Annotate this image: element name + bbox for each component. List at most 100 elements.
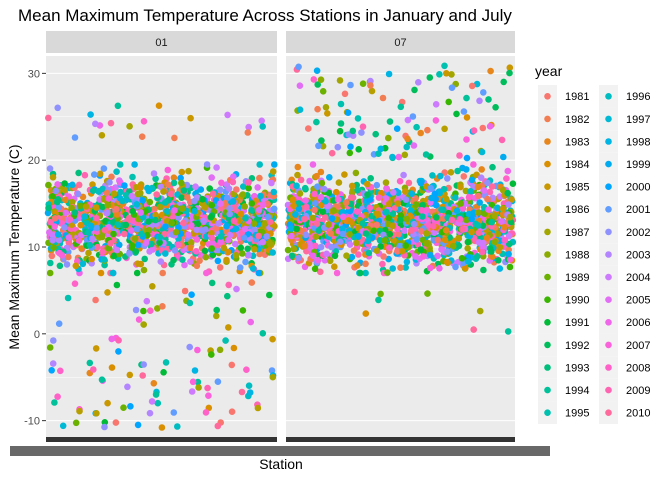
data-point	[463, 216, 470, 224]
data-point	[364, 180, 371, 188]
x-tick-marks-01	[46, 437, 277, 442]
data-point	[128, 242, 136, 249]
data-point	[171, 207, 178, 214]
data-point	[215, 220, 222, 227]
data-point	[401, 227, 408, 234]
data-point	[121, 230, 128, 238]
data-point	[389, 210, 397, 217]
data-point	[443, 70, 450, 77]
data-point	[92, 296, 99, 304]
data-point	[127, 403, 134, 410]
data-point	[186, 343, 193, 351]
data-point	[441, 125, 448, 133]
data-point	[134, 190, 142, 198]
data-point	[208, 202, 216, 209]
data-point	[391, 204, 399, 212]
data-point	[101, 419, 109, 426]
data-point	[418, 207, 425, 214]
data-point	[403, 143, 411, 151]
data-point	[375, 150, 382, 157]
data-point	[114, 221, 122, 228]
data-point	[244, 129, 252, 136]
data-point	[257, 192, 264, 200]
legend-label: 2000	[626, 182, 650, 194]
data-point	[251, 246, 258, 253]
data-point	[453, 110, 460, 118]
data-point	[463, 136, 470, 143]
data-point	[232, 240, 239, 248]
data-point	[86, 241, 94, 249]
data-point	[170, 256, 177, 264]
data-point	[69, 181, 76, 189]
data-point	[488, 201, 496, 209]
data-point	[189, 378, 197, 386]
data-point	[180, 219, 187, 227]
data-point	[93, 410, 100, 417]
data-point	[412, 253, 419, 260]
data-point	[131, 161, 138, 168]
data-point	[402, 242, 410, 249]
data-point	[499, 205, 507, 213]
data-point	[199, 227, 206, 234]
data-point	[138, 133, 146, 140]
data-point	[104, 209, 111, 217]
data-point	[362, 260, 369, 268]
data-point	[343, 252, 350, 259]
data-point	[318, 137, 325, 144]
data-point	[52, 187, 60, 195]
data-point	[155, 102, 163, 109]
data-point	[505, 232, 513, 240]
data-point	[244, 245, 251, 253]
data-point	[268, 179, 275, 187]
legend-key-swatch	[544, 228, 551, 236]
data-point	[355, 146, 363, 153]
data-point	[309, 214, 317, 222]
data-point	[140, 361, 147, 368]
data-point	[311, 265, 319, 273]
data-point	[162, 359, 170, 366]
data-point	[226, 205, 233, 212]
data-point	[75, 169, 82, 177]
data-point	[402, 196, 410, 203]
data-point	[56, 262, 64, 270]
data-point	[487, 67, 494, 75]
data-point	[405, 179, 413, 187]
data-point	[488, 183, 496, 190]
data-point	[348, 253, 356, 261]
data-point	[382, 179, 390, 186]
data-point	[452, 194, 459, 201]
data-point	[445, 98, 453, 106]
data-point	[432, 201, 440, 209]
data-point	[453, 207, 461, 214]
data-point	[195, 384, 202, 391]
data-point	[472, 220, 480, 228]
data-point	[216, 264, 224, 271]
legend-label: 2003	[626, 249, 650, 261]
data-point	[193, 236, 201, 243]
data-point	[322, 214, 329, 221]
data-point	[71, 134, 79, 141]
data-point	[367, 175, 375, 182]
data-point	[311, 200, 319, 207]
data-point	[423, 240, 430, 247]
data-point	[408, 190, 416, 197]
data-point	[133, 269, 141, 277]
data-point	[319, 208, 327, 216]
data-point	[191, 367, 199, 374]
data-point	[455, 242, 463, 250]
data-point	[326, 174, 333, 181]
data-point	[49, 193, 56, 200]
data-point	[410, 142, 418, 149]
data-point	[474, 183, 482, 191]
data-point	[468, 228, 475, 236]
data-point	[213, 306, 220, 314]
data-point	[208, 174, 215, 181]
data-point	[115, 337, 122, 344]
data-point	[449, 242, 457, 250]
data-point	[245, 123, 252, 131]
data-point	[475, 209, 482, 216]
data-point	[174, 423, 181, 430]
data-point	[214, 257, 222, 265]
data-point	[385, 255, 392, 263]
x-tick-labels-band	[10, 446, 550, 456]
